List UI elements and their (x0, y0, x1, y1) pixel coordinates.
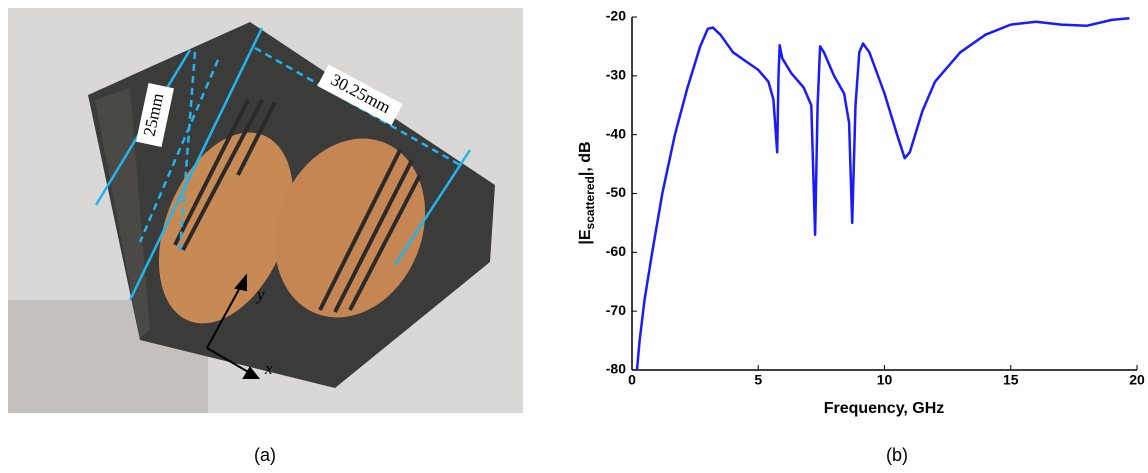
y-axis-label: |Escattered|, dB (577, 141, 597, 244)
y-tick-label: -30 (606, 67, 626, 83)
y-label-part: |E (577, 229, 594, 244)
x-tick-label: 20 (1129, 372, 1145, 388)
y-label-part: |, dB (577, 141, 594, 176)
y-label-sub: scattered (583, 176, 597, 229)
y-tick-label: -60 (606, 243, 626, 259)
data-line (635, 16, 1130, 371)
slots (173, 99, 422, 313)
y-tick-label: -20 (606, 8, 626, 24)
photo: 25mm 30.25mm y x (8, 8, 523, 413)
x-tick-label: 5 (754, 372, 762, 388)
axis-arrows (206, 273, 261, 379)
axis-label: x (264, 359, 273, 378)
y-tick-label: -80 (606, 361, 626, 377)
x-tick-label: 15 (1003, 372, 1019, 388)
panel-label: (b) (886, 445, 908, 465)
panel-label: (a) (254, 445, 276, 465)
y-tick-label: -70 (606, 302, 626, 318)
axis-label: y (255, 285, 265, 304)
x-tick-label: 10 (877, 372, 893, 388)
y-tick-label: -40 (606, 125, 626, 141)
x-tick-label: 0 (628, 372, 636, 388)
y-tick-label: -50 (606, 184, 626, 200)
x-axis-label: Frequency, GHz (824, 400, 945, 417)
